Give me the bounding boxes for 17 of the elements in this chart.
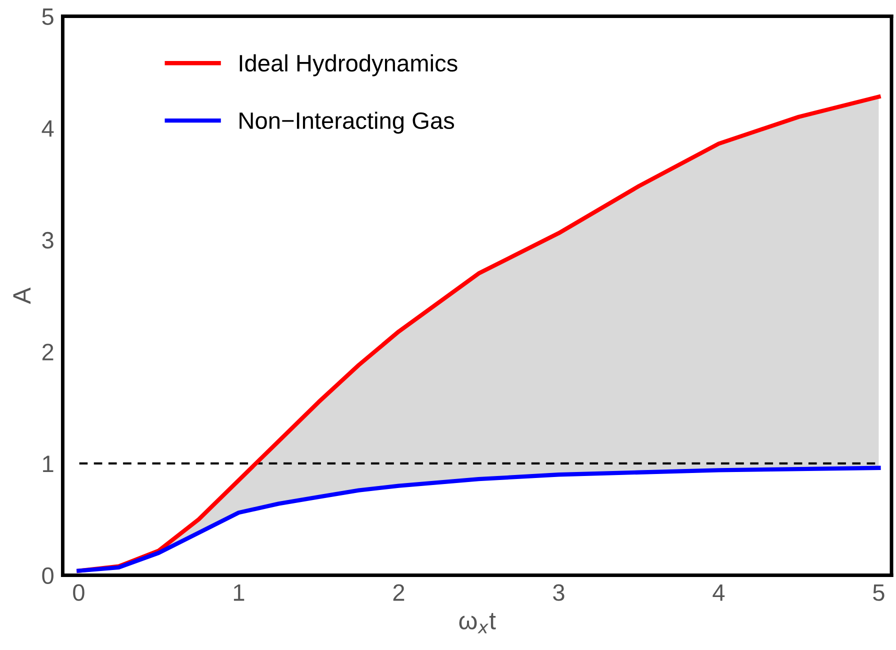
y-tick-label: 2 bbox=[42, 344, 54, 360]
legend-label: Non−Interacting Gas bbox=[240, 112, 454, 134]
x-tick-label: 0 bbox=[73, 584, 84, 601]
y-tick-label: 1 bbox=[43, 456, 54, 472]
y-tick-label: 5 bbox=[42, 8, 54, 26]
line-series bbox=[76, 466, 881, 573]
x-tick-label: 3 bbox=[553, 584, 564, 601]
legend-label: Ideal Hydrodynamics bbox=[240, 54, 458, 76]
y-axis-title: A bbox=[13, 287, 31, 304]
x-tick-label: 4 bbox=[712, 584, 725, 601]
x-tick-label: 2 bbox=[393, 584, 404, 601]
x-tick-label: 5 bbox=[873, 584, 884, 601]
x-axis-title: ω$_{x}$t bbox=[459, 613, 496, 634]
y-tick-label: 0 bbox=[42, 567, 54, 584]
y-tick-label: 4 bbox=[42, 120, 54, 137]
x-tick-label: 1 bbox=[234, 584, 244, 601]
y-tick-label: 3 bbox=[42, 232, 54, 249]
